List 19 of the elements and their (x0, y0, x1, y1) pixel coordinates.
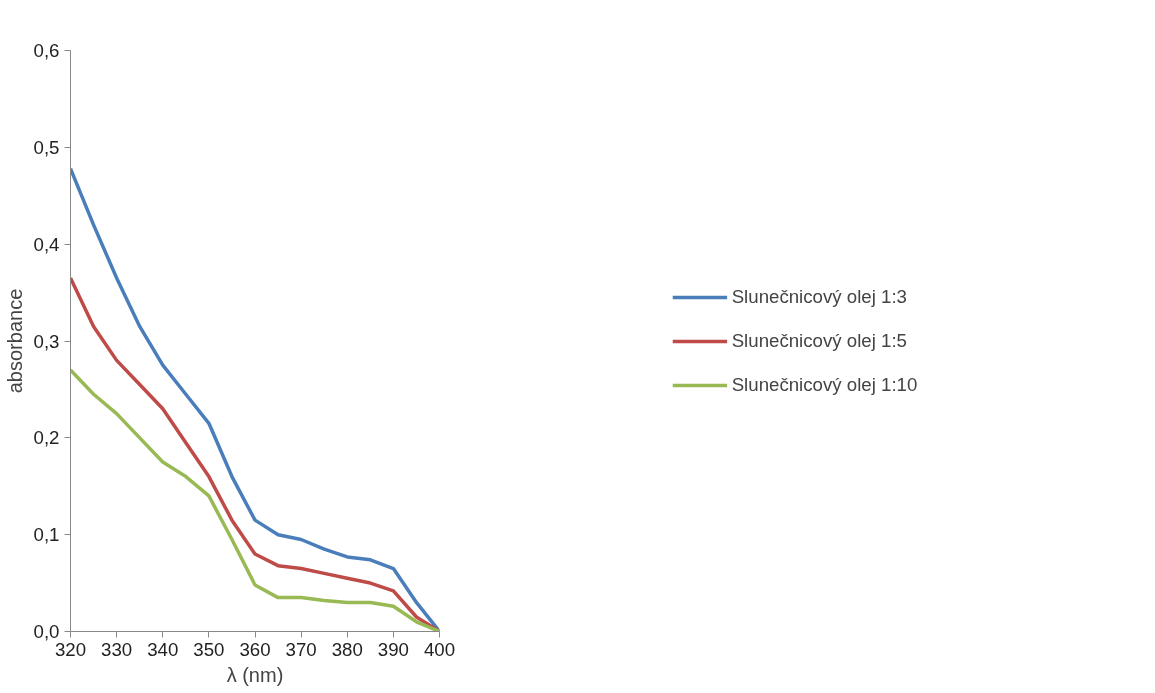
y-tick-label: 0,3 (33, 330, 60, 352)
x-tick-label: 330 (101, 638, 133, 660)
x-tick-label: 350 (193, 638, 225, 660)
y-axis-title: absorbance (3, 288, 26, 394)
legend-label: Slunečnicový olej 1:5 (731, 329, 907, 352)
x-tick-label: 390 (377, 638, 409, 660)
y-tick-label: 0,1 (33, 524, 60, 546)
y-tick-label: 0,4 (33, 233, 60, 255)
legend-label: Slunečnicový olej 1:3 (731, 285, 907, 308)
y-tick-label: 0,6 (33, 40, 60, 61)
x-tick-label: 380 (331, 638, 363, 660)
x-tick-label: 370 (285, 638, 317, 660)
legend-label: Slunečnicový olej 1:10 (731, 373, 918, 396)
x-tick-label: 400 (423, 638, 456, 660)
y-tick-label: 0,5 (33, 136, 60, 158)
y-tick-label: 0,2 (33, 427, 60, 449)
x-axis-title: λ (nm) (226, 663, 284, 686)
x-tick-label: 360 (239, 638, 271, 660)
x-tick-label: 340 (147, 638, 179, 660)
